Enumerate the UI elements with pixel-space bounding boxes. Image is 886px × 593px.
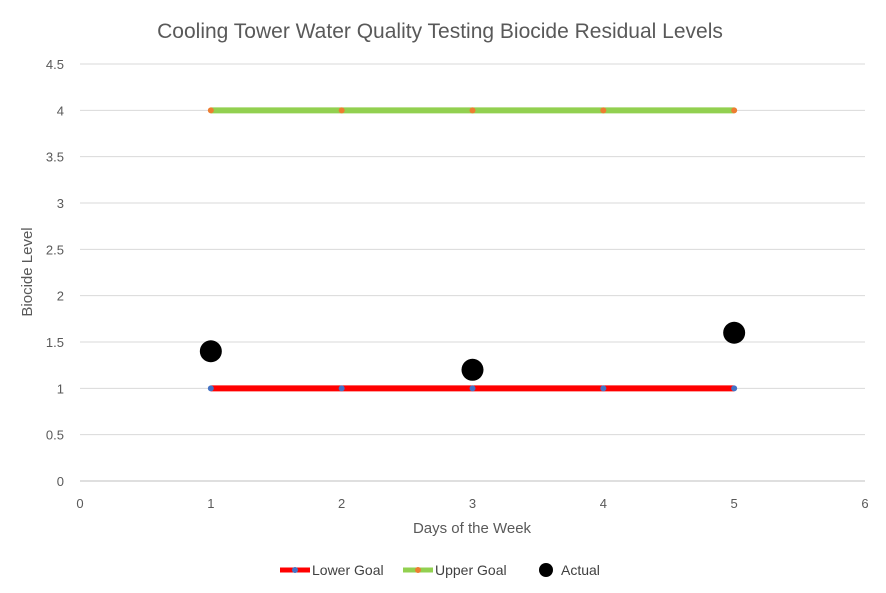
y-axis-ticks: 0 0.5 1 1.5 2 2.5 3 3.5 4 4.5 [46, 57, 64, 489]
data-point [731, 107, 738, 114]
x-axis-ticks: 0 1 2 3 4 5 6 [76, 496, 868, 511]
y-tick-label: 1.5 [46, 335, 64, 350]
series-lower-goal [207, 385, 738, 392]
data-point [600, 385, 607, 392]
data-point [469, 385, 476, 392]
x-tick-label: 5 [731, 496, 738, 511]
legend-swatch-marker [292, 567, 298, 573]
x-tick-label: 6 [861, 496, 868, 511]
y-tick-label: 3 [57, 196, 64, 211]
data-point [338, 107, 345, 114]
x-tick-label: 2 [338, 496, 345, 511]
legend-swatch-marker [415, 567, 421, 573]
y-tick-label: 1 [57, 381, 64, 396]
data-point [338, 385, 345, 392]
data-point [199, 340, 222, 363]
plot-series [199, 107, 746, 392]
x-axis-label: Days of the Week [413, 520, 532, 537]
gridlines [80, 63, 865, 482]
y-tick-label: 2.5 [46, 242, 64, 257]
data-point [600, 107, 607, 114]
data-point [461, 358, 484, 381]
y-tick-label: 0 [57, 474, 64, 489]
x-tick-label: 1 [207, 496, 214, 511]
legend: Lower Goal Upper Goal Actual [280, 562, 600, 578]
series-actual [199, 321, 746, 381]
legend-swatch-marker [539, 563, 553, 577]
legend-label: Actual [561, 562, 600, 578]
y-tick-label: 4.5 [46, 57, 64, 72]
y-tick-label: 4 [57, 103, 64, 118]
chart-title: Cooling Tower Water Quality Testing Bioc… [157, 20, 723, 43]
series-upper-goal [207, 107, 738, 114]
data-point [207, 107, 214, 114]
y-axis-label: Biocide Level [19, 227, 36, 316]
data-point [207, 385, 214, 392]
y-tick-label: 2 [57, 289, 64, 304]
legend-item: Upper Goal [403, 562, 507, 578]
data-point [731, 385, 738, 392]
data-point [723, 321, 746, 344]
legend-label: Upper Goal [435, 562, 507, 578]
y-tick-label: 0.5 [46, 428, 64, 443]
data-point [469, 107, 476, 114]
legend-item: Lower Goal [280, 562, 384, 578]
x-tick-label: 3 [469, 496, 476, 511]
legend-label: Lower Goal [312, 562, 384, 578]
y-tick-label: 3.5 [46, 150, 64, 165]
x-tick-label: 4 [600, 496, 607, 511]
x-tick-label: 0 [76, 496, 83, 511]
legend-item: Actual [539, 562, 600, 578]
